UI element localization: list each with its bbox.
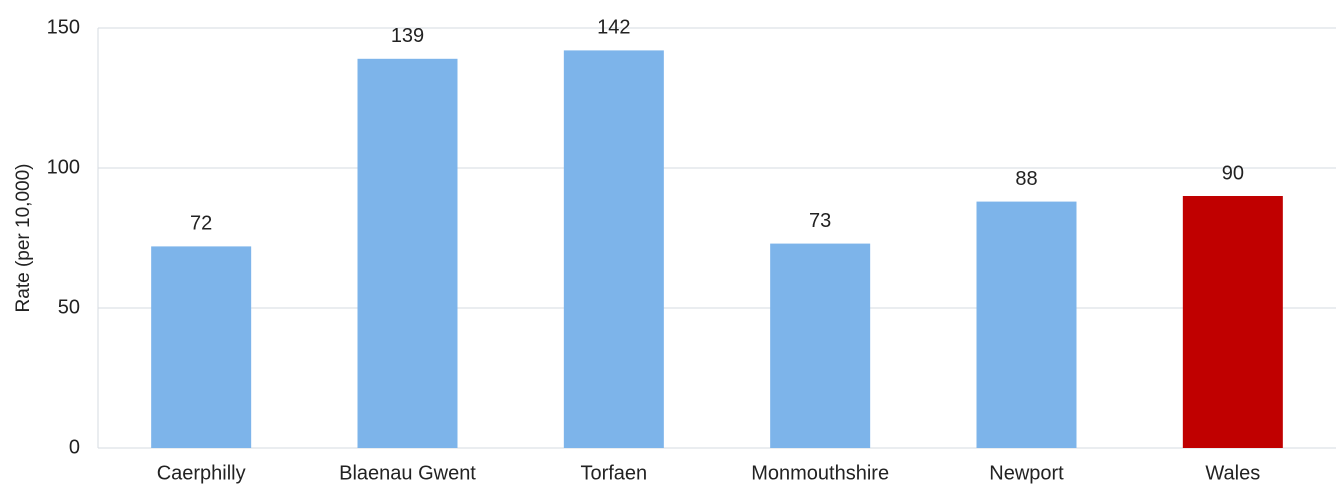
data-label: 139 [391,25,424,47]
y-tick-label: 50 [58,296,80,318]
data-label: 73 [809,210,831,232]
x-tick-label: Newport [989,462,1064,484]
y-tick-label: 150 [47,16,80,38]
bar [976,201,1077,448]
bar [151,246,252,448]
x-tick-label: Blaenau Gwent [339,462,476,484]
bar [770,243,871,448]
x-tick-label: Wales [1205,462,1260,484]
data-label: 90 [1222,162,1244,184]
x-tick-label: Torfaen [580,462,647,484]
y-tick-label: 0 [69,436,80,458]
y-axis-label: Rate (per 10,000) [13,164,34,313]
y-tick-label: 100 [47,156,80,178]
bar [563,50,664,449]
data-label: 142 [597,17,630,39]
data-label: 88 [1015,168,1037,190]
bar [1182,196,1283,448]
x-tick-label: Monmouthshire [751,462,889,484]
x-tick-label: Caerphilly [157,462,246,484]
bar [357,58,458,449]
data-label: 72 [190,213,212,235]
